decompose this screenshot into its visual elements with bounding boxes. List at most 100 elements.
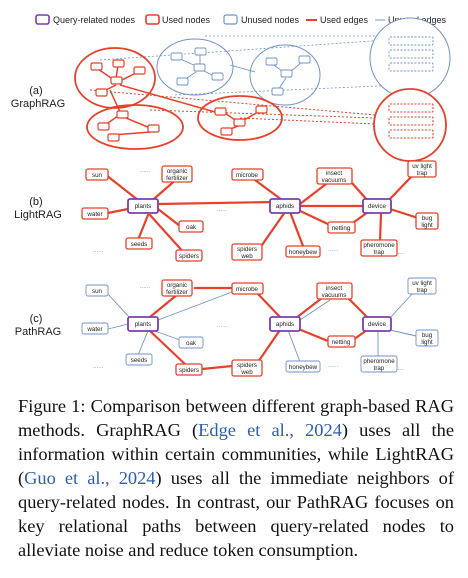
- plants-label: plants: [135, 203, 152, 210]
- p-insect-label-2: vacuums: [322, 292, 347, 299]
- graphrag-used-node: [133, 66, 146, 75]
- pathrag-node-microbe: microbe: [231, 282, 264, 295]
- row-c-name: PathRAG: [15, 326, 61, 338]
- graphrag-community-used: [74, 47, 156, 109]
- legend-unused-swatch: [223, 14, 238, 25]
- graphrag-unused-node: [265, 57, 278, 66]
- uv-label-2: trap: [417, 170, 428, 177]
- pathrag-unused-edge: [157, 291, 233, 321]
- p-honeybew-label: honeybew: [289, 364, 318, 371]
- p-uv-label-2: trap: [417, 287, 428, 294]
- pathrag-node-netting: netting: [327, 335, 356, 348]
- graphrag-used-node: [107, 133, 120, 142]
- pathrag-used-edge: [148, 292, 180, 319]
- p-seeds-label: seeds: [131, 357, 148, 364]
- row-b-name: LightRAG: [14, 209, 62, 221]
- graphrag-community-unused: [249, 44, 321, 106]
- rag-comparison-diagram: Query-related nodes Used nodes Unused no…: [11, 14, 451, 377]
- seeds-label: seeds: [131, 241, 148, 248]
- caption-part-1: Figure 1: Comparison between different g…: [18, 396, 454, 440]
- graphrag-summary-row: [388, 103, 434, 113]
- pathrag-node-spiders: spiders: [175, 363, 203, 376]
- graphrag-unused-node: [271, 87, 284, 96]
- graphrag-panel: [74, 17, 451, 162]
- pathrag-node-sun: sun: [85, 284, 109, 297]
- p-sweb-label-1: spiders: [237, 362, 257, 369]
- pathrag-used-edge: [346, 296, 370, 320]
- pathrag-node-water: water: [81, 322, 109, 335]
- lightrag-node-pheromone-trap: pheromone trap: [360, 239, 398, 257]
- row-a-letter: (a): [29, 85, 42, 97]
- p-spiders-label: spiders: [179, 367, 199, 374]
- lightrag-used-edge: [298, 179, 332, 206]
- honeybew-label: honeybew: [289, 249, 318, 256]
- pathrag-unused-edge: [107, 323, 129, 330]
- legend-used-label: Used nodes: [162, 15, 211, 25]
- sweb-label-1: spiders: [237, 246, 257, 253]
- graphrag-community-used: [197, 95, 283, 141]
- legend-unused-label: Unused nodes: [241, 15, 300, 25]
- pathrag-node-bug-light: bug light: [415, 329, 439, 347]
- graphrag-used-edge: [125, 117, 151, 129]
- microbe-label: microbe: [236, 172, 259, 179]
- pathrag-unused-edge: [389, 329, 417, 337]
- p-pher-label-2: trap: [374, 365, 385, 372]
- graphrag-used-node: [214, 107, 227, 116]
- graphrag-community-used: [86, 104, 184, 150]
- pathrag-used-edge: [294, 296, 324, 320]
- aphids-label: aphids: [276, 203, 294, 210]
- device-label: device: [368, 203, 386, 210]
- pathrag-node-spiders-web: spiders web: [231, 359, 263, 377]
- row-b-letter: (b): [29, 196, 42, 208]
- bug-label-1: bug: [422, 215, 433, 222]
- graphrag-used-node: [110, 76, 123, 85]
- lightrag-dots: ......: [217, 206, 228, 213]
- lightrag-node-sun: sun: [85, 168, 109, 181]
- graphrag-unused-node: [211, 72, 224, 81]
- lightrag-used-edge: [386, 173, 415, 203]
- caption-part-2: ) uses all the information within certai…: [18, 420, 454, 488]
- graphrag-summary-row: [388, 129, 434, 139]
- pathrag-node-oak: oak: [178, 336, 204, 349]
- p-plants-label: plants: [135, 321, 152, 328]
- lightrag-node-organic-fertilizer: organic fertilizer: [161, 165, 193, 183]
- pathrag-dots: ......: [93, 363, 104, 370]
- graphrag-summary-row: [388, 62, 434, 72]
- lightrag-dots: ......: [93, 247, 104, 254]
- lightrag-node-honeybew: honeybew: [285, 245, 321, 258]
- citation-edge[interactable]: Edge et al., 2024: [198, 420, 342, 440]
- graphrag-summary-row: [388, 116, 434, 126]
- citation-guo[interactable]: Guo et al., 2024: [24, 468, 156, 488]
- graphrag-unused-node: [176, 77, 189, 86]
- lightrag-dots: ......: [140, 167, 151, 174]
- bug-label-2: light: [421, 222, 433, 229]
- lightrag-node-seeds: seeds: [125, 237, 153, 250]
- caption-part-3: ) uses all the immediate neighbors of qu…: [18, 468, 454, 560]
- legend-query-swatch: [35, 14, 50, 25]
- lightrag-node-device: device: [362, 198, 392, 214]
- p-bug-label-1: bug: [422, 332, 433, 339]
- graphrag-used-edge: [119, 84, 216, 113]
- graphrag-used-node: [255, 105, 268, 114]
- pathrag-dots: ......: [328, 362, 339, 369]
- lightrag-dots: ......: [394, 249, 405, 256]
- p-water-label: water: [86, 326, 102, 333]
- graphrag-used-node: [220, 127, 233, 136]
- p-microbe-label: microbe: [236, 286, 259, 293]
- lightrag-node-uv-light-trap: uv light trap: [407, 160, 437, 178]
- graphrag-unused-node: [193, 63, 206, 72]
- graphrag-community-unused: [156, 38, 234, 96]
- graphrag-used-node: [112, 59, 125, 68]
- lightrag-node-sun-label: sun: [92, 172, 103, 179]
- pathrag-node-uv-light-trap: uv light trap: [407, 277, 437, 295]
- pathrag-node-seeds: seeds: [125, 353, 153, 366]
- graphrag-used-edge: [109, 89, 121, 113]
- sweb-label-2: web: [240, 253, 253, 260]
- organic-label-2: fertilizer: [166, 175, 188, 182]
- oak-label: oak: [186, 224, 197, 231]
- spiders-label: spiders: [179, 253, 199, 260]
- graphrag-used-edge: [115, 65, 119, 79]
- pathrag-panel: ...... ...... ...... ...... ...... sun o…: [81, 277, 439, 377]
- lightrag-used-edge: [106, 207, 130, 215]
- p-sweb-label-2: web: [240, 369, 253, 376]
